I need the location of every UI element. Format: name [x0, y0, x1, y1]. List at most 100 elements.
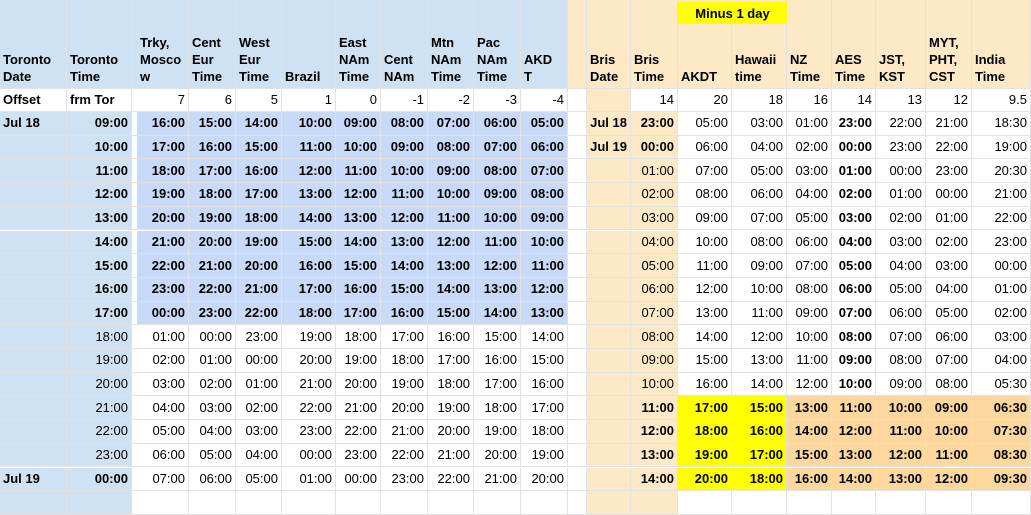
table-cell[interactable]: 06:00	[474, 112, 521, 136]
table-cell[interactable]	[587, 206, 631, 231]
table-cell[interactable]: 21:00	[236, 277, 282, 302]
offset-cell[interactable]: 14	[631, 89, 678, 112]
table-cell[interactable]: 00:00	[236, 349, 282, 373]
header-cell[interactable]: Bris Time	[631, 0, 678, 89]
table-cell[interactable]: 19:00	[521, 443, 568, 468]
table-cell[interactable]: 18:00	[428, 372, 474, 397]
table-cell[interactable]: 06:00	[832, 277, 876, 302]
table-cell[interactable]: 16:00	[189, 135, 236, 160]
table-cell[interactable]: 15:00	[428, 301, 474, 326]
table-cell[interactable]: 08:30	[972, 443, 1031, 468]
table-cell[interactable]: 05:00	[631, 254, 678, 278]
table-cell[interactable]: 05:00	[876, 277, 926, 302]
table-cell[interactable]: 18:00	[381, 349, 428, 373]
header-cell[interactable]: Cent Eur Time	[189, 0, 236, 89]
table-cell[interactable]: 08:00	[926, 372, 972, 397]
table-cell[interactable]: 09:30	[972, 467, 1031, 492]
table-cell[interactable]: 04:00	[631, 230, 678, 255]
table-cell[interactable]: 08:00	[832, 325, 876, 349]
table-cell[interactable]	[832, 491, 876, 515]
table-cell[interactable]: 15:00	[678, 349, 732, 373]
table-cell[interactable]: 02:00	[926, 230, 972, 255]
table-cell[interactable]	[568, 396, 587, 421]
table-cell[interactable]: 11:00	[631, 396, 678, 421]
table-cell[interactable]: 16:00	[67, 277, 132, 302]
table-cell[interactable]: 04:00	[137, 396, 189, 421]
table-cell[interactable]: 20:00	[428, 420, 474, 444]
table-cell[interactable]: 13:00	[381, 230, 428, 255]
header-cell[interactable]: Trky, Mosco w	[137, 0, 189, 89]
table-cell[interactable]: 23:00	[236, 325, 282, 349]
table-cell[interactable]: 09:00	[521, 206, 568, 231]
table-cell[interactable]: 10:00	[732, 277, 787, 302]
table-cell[interactable]	[587, 372, 631, 397]
table-cell[interactable]: 03:00	[631, 206, 678, 231]
table-cell[interactable]: 13:00	[832, 443, 876, 468]
table-cell[interactable]: 17:00	[521, 396, 568, 421]
table-cell[interactable]	[0, 443, 67, 468]
table-cell[interactable]: 23:00	[381, 467, 428, 492]
table-cell[interactable]: 19:00	[428, 396, 474, 421]
table-cell[interactable]: 07:00	[926, 349, 972, 373]
offset-cell[interactable]: 7	[137, 89, 189, 112]
table-cell[interactable]: 22:00	[137, 254, 189, 278]
table-cell[interactable]: 12:00	[381, 206, 428, 231]
header-cell[interactable]: Mtn NAm Time	[428, 0, 474, 89]
table-cell[interactable]: 18:00	[282, 301, 336, 326]
table-cell[interactable]: 12:00	[732, 325, 787, 349]
table-cell[interactable]	[732, 491, 787, 515]
table-cell[interactable]: 11:00	[832, 396, 876, 421]
table-cell[interactable]	[568, 254, 587, 278]
table-cell[interactable]: 04:00	[876, 254, 926, 278]
table-cell[interactable]: 04:00	[189, 420, 236, 444]
table-cell[interactable]	[587, 254, 631, 278]
table-cell[interactable]	[0, 325, 67, 349]
table-cell[interactable]: 09:00	[67, 112, 132, 136]
table-cell[interactable]	[0, 230, 67, 255]
table-cell[interactable]: 08:00	[474, 159, 521, 184]
table-cell[interactable]: 05:00	[521, 112, 568, 136]
table-cell[interactable]: 20:00	[474, 443, 521, 468]
header-cell[interactable]: JST, KST	[876, 0, 926, 89]
table-cell[interactable]: 21:00	[428, 443, 474, 468]
table-cell[interactable]: 17:00	[428, 349, 474, 373]
table-cell[interactable]	[587, 443, 631, 468]
table-cell[interactable]: 13:00	[336, 206, 381, 231]
table-cell[interactable]: 10:00	[876, 396, 926, 421]
table-cell[interactable]: 08:00	[521, 183, 568, 207]
table-cell[interactable]: 05:00	[787, 206, 832, 231]
table-cell[interactable]: 15:00	[521, 349, 568, 373]
table-cell[interactable]: 06:00	[787, 230, 832, 255]
table-cell[interactable]: 17:00	[236, 183, 282, 207]
table-cell[interactable]: 11:00	[282, 135, 336, 160]
table-cell[interactable]: 00:00	[832, 135, 876, 160]
table-cell[interactable]: 16:00	[521, 372, 568, 397]
table-cell[interactable]: 16:00	[381, 301, 428, 326]
table-cell[interactable]: 23:00	[972, 230, 1031, 255]
table-cell[interactable]: 15:00	[189, 112, 236, 136]
table-cell[interactable]: 22:00	[336, 420, 381, 444]
table-cell[interactable]: 12:00	[832, 420, 876, 444]
table-cell[interactable]	[587, 277, 631, 302]
table-cell[interactable]	[568, 349, 587, 373]
table-cell[interactable]: 03:00	[236, 420, 282, 444]
table-cell[interactable]: 14:00	[787, 420, 832, 444]
table-cell[interactable]: 12:00	[678, 277, 732, 302]
table-cell[interactable]: 14:00	[282, 206, 336, 231]
table-cell[interactable]	[568, 112, 587, 136]
table-cell[interactable]: 03:00	[926, 254, 972, 278]
table-cell[interactable]: 16:00	[678, 372, 732, 397]
table-cell[interactable]: 03:00	[787, 159, 832, 184]
table-cell[interactable]: Jul 18	[0, 112, 67, 136]
table-cell[interactable]: 19:00	[67, 349, 132, 373]
table-cell[interactable]: 18:00	[336, 325, 381, 349]
table-cell[interactable]: 11:00	[876, 420, 926, 444]
offset-cell[interactable]: frm Tor	[67, 89, 132, 112]
table-cell[interactable]: 17:00	[678, 396, 732, 421]
table-cell[interactable]: 05:00	[236, 467, 282, 492]
table-cell[interactable]	[568, 301, 587, 326]
table-cell[interactable]: 19:00	[678, 443, 732, 468]
table-cell[interactable]: 22:00	[67, 420, 132, 444]
table-cell[interactable]: 12:00	[282, 159, 336, 184]
table-cell[interactable]: 13:00	[282, 183, 336, 207]
